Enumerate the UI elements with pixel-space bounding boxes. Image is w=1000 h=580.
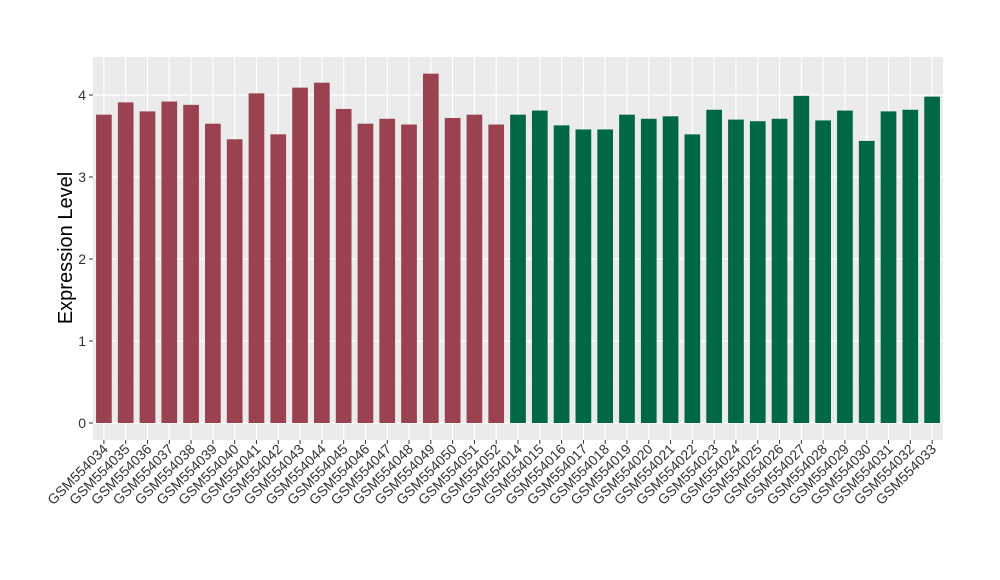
bar-GSM554046 <box>357 123 374 423</box>
y-tick-label: 2 <box>78 251 86 267</box>
bar-GSM554047 <box>379 118 396 423</box>
y-tick-label: 0 <box>78 415 86 431</box>
bar-GSM554036 <box>139 111 156 424</box>
y-axis: 0 1 2 3 4 <box>78 87 93 431</box>
y-tick-label: 1 <box>78 333 86 349</box>
bar-GSM554024 <box>728 119 744 423</box>
bar-GSM554040 <box>226 139 243 423</box>
bar-GSM554014 <box>510 114 526 424</box>
bar-GSM554017 <box>575 129 592 423</box>
bar-GSM554048 <box>401 124 417 424</box>
bar-GSM554038 <box>183 104 199 423</box>
bars-group <box>96 73 940 424</box>
bar-GSM554025 <box>749 121 766 424</box>
bar-GSM554050 <box>444 117 461 424</box>
bar-GSM554018 <box>597 129 614 423</box>
bar-GSM554051 <box>466 114 483 424</box>
bar-GSM554020 <box>640 118 657 423</box>
x-axis: GSM554034GSM554035GSM554036GSM554037GSM5… <box>44 440 939 508</box>
bar-GSM554043 <box>292 87 308 424</box>
y-tick-label: 4 <box>78 87 86 103</box>
bar-GSM554045 <box>335 108 352 423</box>
bar-GSM554031 <box>880 111 897 424</box>
bar-GSM554039 <box>205 123 221 423</box>
bar-GSM554052 <box>488 124 505 424</box>
y-tick-label: 3 <box>78 169 86 185</box>
bar-GSM554027 <box>793 95 810 423</box>
bar-GSM554034 <box>96 114 112 424</box>
bar-GSM554026 <box>771 118 788 423</box>
bar-GSM554016 <box>553 125 570 423</box>
bar-GSM554028 <box>815 120 831 424</box>
bar-GSM554041 <box>248 93 265 424</box>
bar-GSM554029 <box>837 110 853 423</box>
bar-GSM554023 <box>706 109 722 423</box>
bar-GSM554015 <box>531 110 548 423</box>
bar-GSM554030 <box>858 140 875 424</box>
bar-GSM554044 <box>314 82 330 423</box>
bar-GSM554049 <box>422 73 439 424</box>
bar-GSM554022 <box>684 134 701 424</box>
bar-GSM554019 <box>619 114 635 424</box>
bar-GSM554033 <box>924 96 940 423</box>
y-axis-title: Expression Level <box>55 172 77 324</box>
bar-GSM554032 <box>902 109 919 423</box>
bar-GSM554037 <box>161 101 178 423</box>
bar-GSM554021 <box>662 116 679 423</box>
bar-GSM554035 <box>117 102 134 423</box>
bar-GSM554042 <box>270 134 287 424</box>
